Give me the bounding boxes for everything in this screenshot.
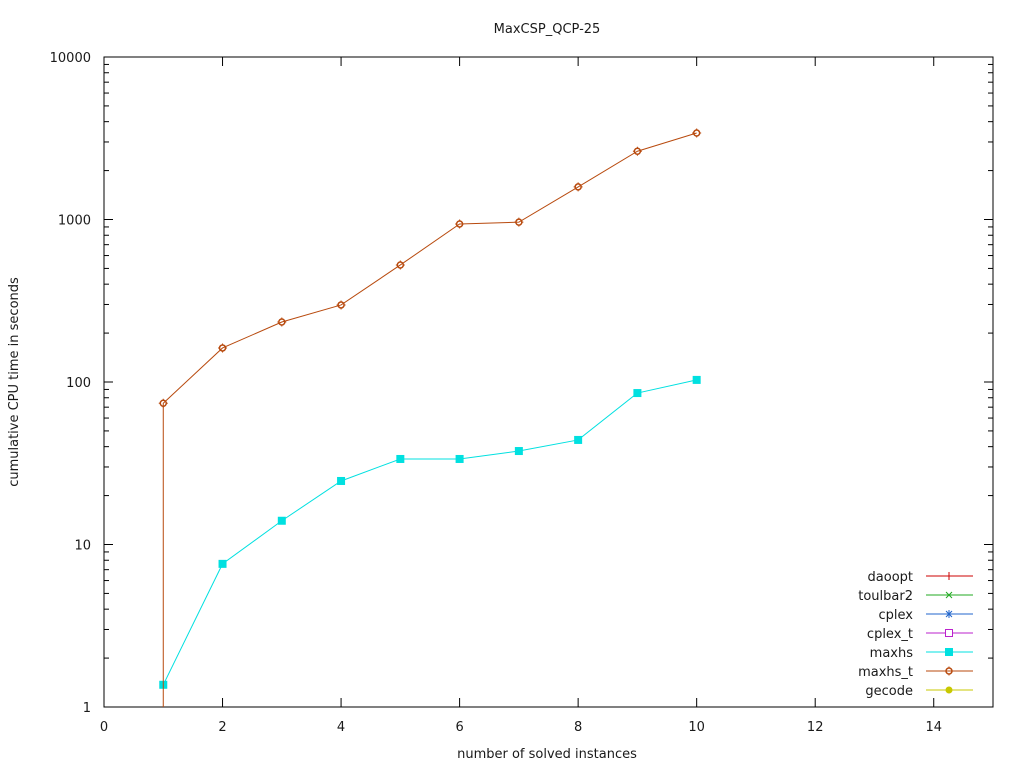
chart-title: MaxCSP_QCP-25 (494, 22, 601, 37)
legend-item-gecode: gecode (865, 684, 973, 699)
plot-frame (103, 56, 994, 708)
x-tick-label: 6 (455, 720, 463, 735)
x-tick-label: 10 (688, 720, 705, 735)
legend-item-maxhs: maxhs (870, 646, 973, 661)
series-maxhs_t (158, 128, 702, 707)
y-tick-label: 1000 (58, 214, 91, 229)
y-tick-label: 10000 (50, 51, 91, 66)
x-tick-label: 4 (337, 720, 345, 735)
series-layer (158, 128, 702, 707)
legend-label: maxhs (870, 646, 914, 661)
legend-label: cplex (879, 608, 914, 623)
legend-item-cplex: cplex (879, 608, 973, 623)
legend-label: daoopt (868, 570, 913, 585)
legend-label: cplex_t (867, 627, 913, 642)
y-tick-label: 10 (74, 539, 91, 554)
y-tick-label: 100 (66, 376, 91, 391)
legend-label: gecode (865, 684, 913, 699)
x-axis-label: number of solved instances (457, 747, 637, 762)
y-axis-label: cumulative CPU time in seconds (7, 277, 22, 487)
x-tick-label: 2 (218, 720, 226, 735)
axis-ticks: 0 2 4 6 8 10 12 14 1 10 100 1000 10000 (50, 51, 993, 735)
x-tick-label: 14 (925, 720, 942, 735)
x-tick-label: 0 (100, 720, 108, 735)
y-tick-label: 1 (83, 701, 91, 716)
legend-item-maxhs_t: maxhs_t (858, 665, 973, 680)
legend-item-daoopt: daoopt (868, 570, 973, 585)
x-tick-label: 12 (807, 720, 824, 735)
legend-label: maxhs_t (858, 665, 913, 680)
series-maxhs (159, 375, 701, 689)
legend-item-cplex_t: cplex_t (867, 627, 973, 642)
legend-item-toulbar2: toulbar2 (858, 589, 973, 604)
x-tick-label: 8 (574, 720, 582, 735)
legend-label: toulbar2 (858, 589, 913, 604)
